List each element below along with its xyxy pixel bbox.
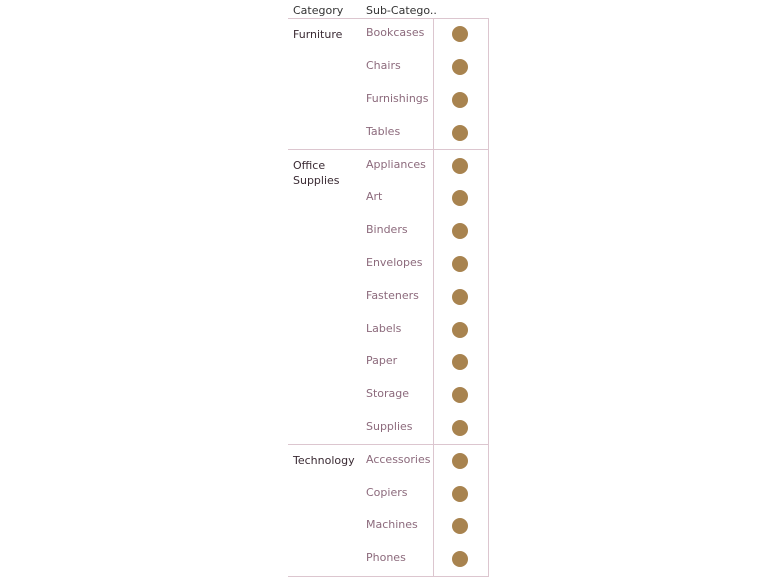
header-subcategory: Sub-Catego.. [366,4,437,17]
subcategory-label: Chairs [366,59,401,73]
data-point[interactable] [452,92,468,108]
right-border [488,18,489,576]
data-point[interactable] [452,551,468,568]
category-label: Furniture [293,28,343,41]
subcategory-label: Art [366,190,383,204]
column-divider [433,18,434,576]
group-divider [288,576,489,577]
category-label: Office Supplies [293,159,340,188]
group-divider [288,444,489,445]
data-point[interactable] [452,157,468,174]
subcategory-label: Paper [366,354,398,368]
subcategory-label: Phones [366,551,406,565]
data-point[interactable] [452,485,468,502]
subcategory-label: Tables [366,124,401,138]
data-point[interactable] [452,59,468,76]
subcategory-label: Storage [366,387,410,401]
subcategory-label: Binders [366,223,408,237]
subcategory-label: Fasteners [366,288,419,302]
subcategory-label: Supplies [366,420,413,433]
subcategory-label: Envelopes [366,256,423,269]
category-label: Technology [293,454,355,468]
data-point[interactable] [452,288,468,305]
subcategory-label: Furnishings [366,92,429,105]
data-point[interactable] [452,354,468,371]
data-point[interactable] [452,124,468,141]
subcategory-label: Labels [366,321,402,335]
header-category: Category [293,4,344,17]
data-point[interactable] [452,26,468,43]
data-point[interactable] [452,190,468,207]
data-point[interactable] [452,387,468,404]
data-point[interactable] [452,223,468,240]
data-point[interactable] [452,452,468,469]
subcategory-label: Copiers [366,485,408,499]
subcategory-label: Bookcases [366,26,425,40]
data-point[interactable] [452,518,468,535]
subcategory-label: Accessories [366,452,431,466]
top-border [288,18,489,19]
data-point[interactable] [452,420,468,436]
data-point[interactable] [452,321,468,338]
subcategory-label: Machines [366,518,418,532]
subcategory-label: Appliances [366,157,426,171]
data-point[interactable] [452,256,468,272]
group-divider [288,149,489,150]
